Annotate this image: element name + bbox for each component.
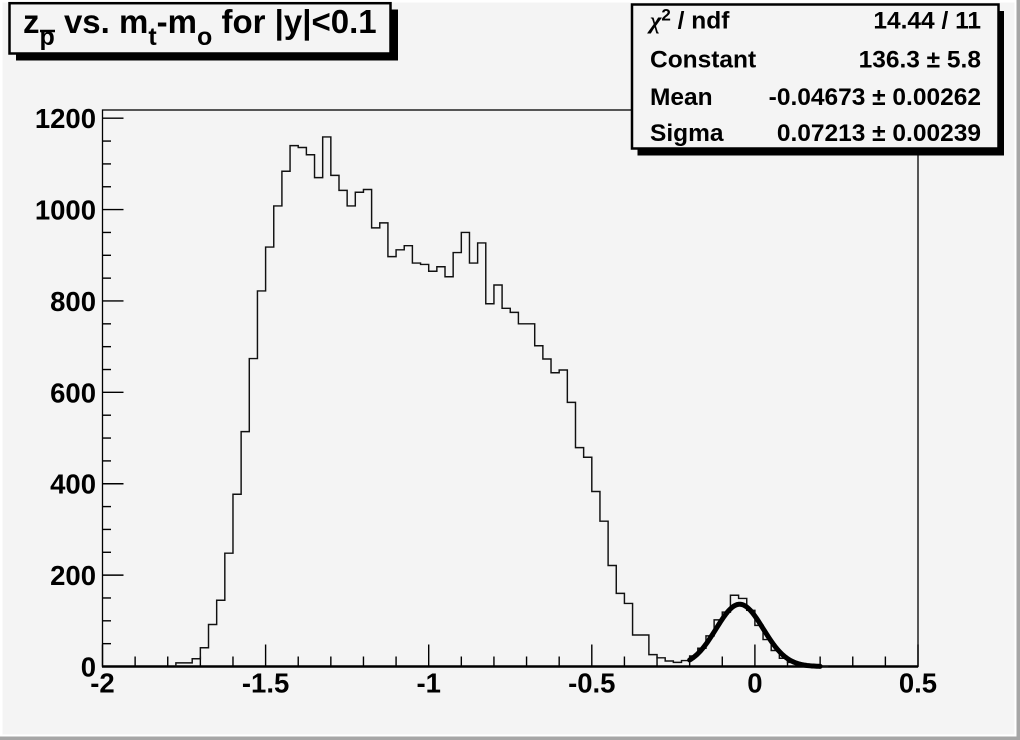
svg-text:-2: -2 — [90, 668, 114, 699]
svg-text:600: 600 — [50, 377, 96, 408]
svg-text:-0.5: -0.5 — [568, 668, 615, 699]
svg-text:136.3 ± 5.8: 136.3 ± 5.8 — [859, 47, 981, 74]
svg-text:400: 400 — [50, 469, 96, 500]
svg-text:14.44 / 11: 14.44 / 11 — [873, 8, 981, 35]
svg-text:1000: 1000 — [35, 195, 96, 226]
svg-text:200: 200 — [50, 560, 96, 591]
svg-text:Constant: Constant — [650, 47, 756, 74]
svg-text:-0.04673 ± 0.00262: -0.04673 ± 0.00262 — [769, 84, 981, 111]
svg-text:0: 0 — [747, 668, 762, 699]
svg-text:0.5: 0.5 — [899, 668, 937, 699]
svg-text:1200: 1200 — [35, 103, 96, 134]
svg-text:-1.5: -1.5 — [242, 668, 289, 699]
svg-text:0.07213 ± 0.00239: 0.07213 ± 0.00239 — [777, 120, 981, 147]
svg-text:-1: -1 — [416, 668, 440, 699]
svg-text:Sigma: Sigma — [650, 120, 724, 147]
svg-text:800: 800 — [50, 286, 96, 317]
svg-text:Mean: Mean — [650, 84, 713, 111]
svg-text:0: 0 — [81, 652, 96, 683]
svg-text:χ2 / ndf: χ2 / ndf — [647, 6, 730, 35]
